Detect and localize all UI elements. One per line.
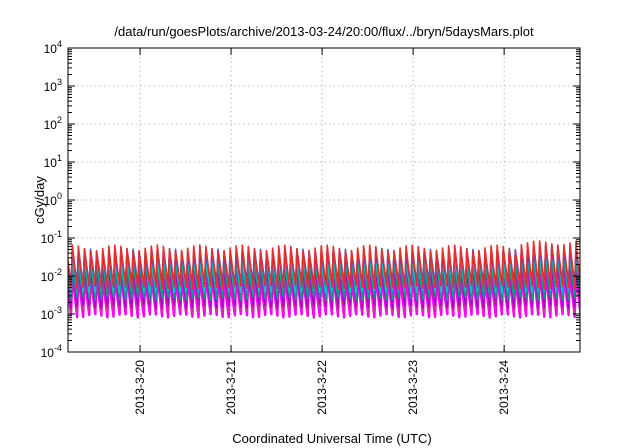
x-tick-label: 2013-3-21 [224,360,238,415]
plot-series-group [68,240,580,319]
x-tick-label: 2013-3-20 [133,360,147,415]
y-tick-label: 10-2 [41,267,62,284]
y-tick-label: 101 [44,153,62,170]
x-axis-label: Coordinated Universal Time (UTC) [232,431,431,446]
series-line [68,240,580,290]
y-axis-label: cGy/day [32,176,47,224]
plot-frame [67,47,581,353]
y-tick-label: 10-1 [41,229,62,246]
y-tick-label: 102 [44,115,62,132]
y-tick-label: 104 [44,39,62,56]
y-tick-label: 100 [44,191,62,208]
x-tick-label: 2013-3-22 [315,360,329,415]
axis-ticks: 10-4 10-3 10-2 10-1 100 101 102 103 104 2013-3-20… [41,39,580,415]
chart-title: /data/run/goesPlots/archive/2013-03-24/2… [114,24,534,39]
y-tick-label: 103 [44,77,62,94]
grid-lines [68,48,580,352]
y-tick-label: 10-4 [41,343,62,360]
x-tick-label: 2013-3-24 [497,360,511,415]
x-tick-label: 2013-3-23 [406,360,420,415]
y-tick-label: 10-3 [41,305,62,322]
